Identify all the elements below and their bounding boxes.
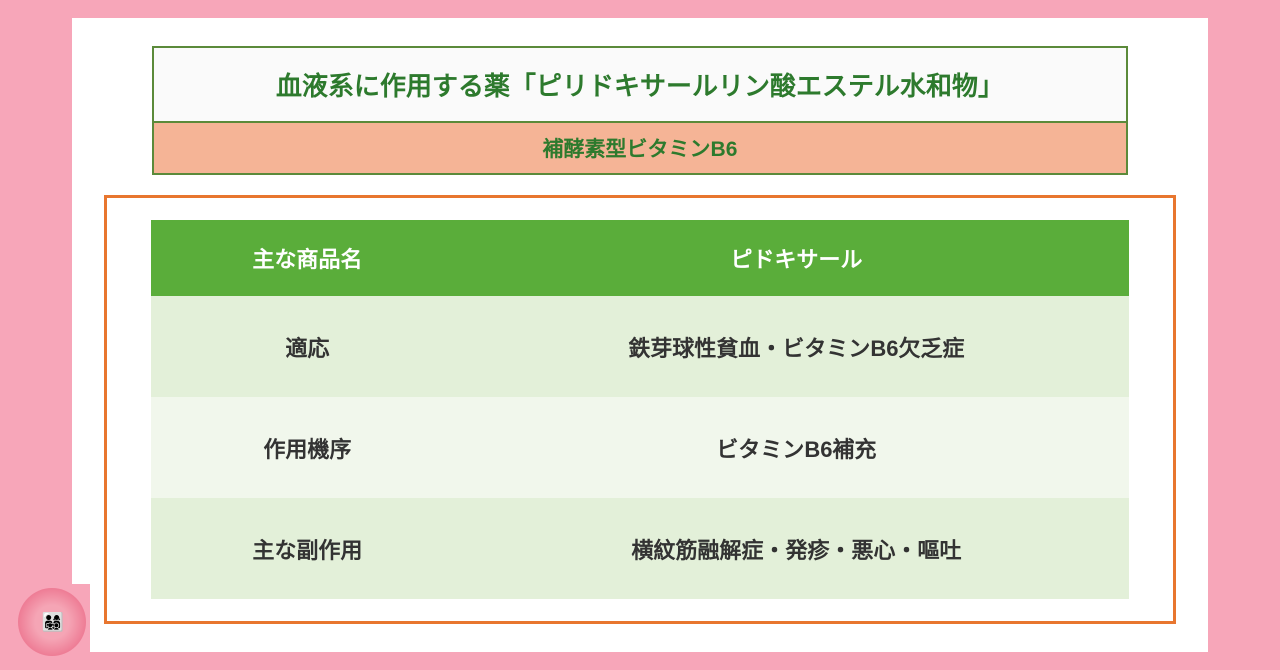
logo-glyph: 👨‍👩‍👧‍👦 (42, 612, 62, 633)
row-value: 横紋筋融解症・発疹・悪心・嘔吐 (464, 498, 1129, 599)
row-value: 鉄芽球性貧血・ビタミンB6欠乏症 (464, 296, 1129, 397)
row-label: 作用機序 (151, 397, 464, 498)
table-row: 作用機序 ビタミンB6補充 (151, 397, 1129, 498)
table-header-value: ピドキサール (464, 220, 1129, 296)
content-wrapper: 血液系に作用する薬「ピリドキサールリン酸エステル水和物」 補酵素型ビタミンB6 … (72, 18, 1208, 652)
table-container: 主な商品名 ピドキサール 適応 鉄芽球性貧血・ビタミンB6欠乏症 作用機序 ビタ… (104, 195, 1176, 624)
row-label: 主な副作用 (151, 498, 464, 599)
table-row: 適応 鉄芽球性貧血・ビタミンB6欠乏症 (151, 296, 1129, 397)
logo-circle-icon: 👨‍👩‍👧‍👦 (18, 588, 86, 656)
table-row: 主な副作用 横紋筋融解症・発疹・悪心・嘔吐 (151, 498, 1129, 599)
row-label: 適応 (151, 296, 464, 397)
table-header-label: 主な商品名 (151, 220, 464, 296)
logo-badge: 👨‍👩‍👧‍👦 (14, 584, 90, 660)
drug-info-table: 主な商品名 ピドキサール 適応 鉄芽球性貧血・ビタミンB6欠乏症 作用機序 ビタ… (151, 220, 1129, 599)
drug-title: 血液系に作用する薬「ピリドキサールリン酸エステル水和物」 (154, 48, 1126, 123)
header-box: 血液系に作用する薬「ピリドキサールリン酸エステル水和物」 補酵素型ビタミンB6 (152, 46, 1128, 175)
drug-subtitle: 補酵素型ビタミンB6 (154, 123, 1126, 173)
row-value: ビタミンB6補充 (464, 397, 1129, 498)
table-header-row: 主な商品名 ピドキサール (151, 220, 1129, 296)
